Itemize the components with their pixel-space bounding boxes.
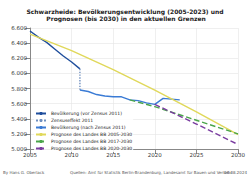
svg-text:2025: 2025 (189, 152, 203, 158)
svg-text:6.200: 6.200 (11, 55, 27, 61)
svg-text:10.08.2024: 10.08.2024 (224, 170, 247, 175)
svg-text:Schwarzheide: Bevölkerungsentw: Schwarzheide: Bevölkerungsentwicklung (2… (26, 8, 224, 15)
svg-text:Prognose des Landes BB 2005-20: Prognose des Landes BB 2005-2030 (51, 132, 132, 137)
svg-text:Prognose des Landes BB 2017-20: Prognose des Landes BB 2017-2030 (51, 139, 132, 144)
svg-text:2030: 2030 (231, 152, 245, 158)
svg-text:2020: 2020 (148, 152, 162, 158)
svg-text:Bevölkerung (nach Zensus 2011): Bevölkerung (nach Zensus 2011) (51, 125, 126, 130)
svg-text:5.400: 5.400 (11, 116, 27, 122)
svg-text:Bevölkerung (vor Zensus 2011): Bevölkerung (vor Zensus 2011) (51, 111, 122, 116)
svg-text:5.800: 5.800 (11, 86, 27, 92)
svg-text:2005: 2005 (23, 152, 37, 158)
svg-text:Zensuseffekt 2011: Zensuseffekt 2011 (51, 118, 93, 123)
svg-text:6.400: 6.400 (11, 40, 27, 46)
svg-text:5.000: 5.000 (11, 146, 27, 152)
svg-text:2010: 2010 (65, 152, 79, 158)
svg-text:5.600: 5.600 (11, 101, 27, 107)
svg-text:Prognosen (bis 2030) in den ak: Prognosen (bis 2030) in den aktuellen Gr… (44, 15, 206, 23)
svg-text:6.000: 6.000 (11, 70, 27, 76)
svg-text:By Hans G. Oberlack: By Hans G. Oberlack (3, 170, 45, 175)
svg-text:6.600: 6.600 (11, 25, 27, 31)
svg-text:Prognose des Landes BB 2020-20: Prognose des Landes BB 2020-2030 (51, 146, 132, 151)
svg-text:5.200: 5.200 (11, 131, 27, 137)
svg-text:2015: 2015 (106, 152, 120, 158)
svg-text:Quellen: Amt für Statistik Ber: Quellen: Amt für Statistik Berlin-Brande… (70, 170, 232, 175)
